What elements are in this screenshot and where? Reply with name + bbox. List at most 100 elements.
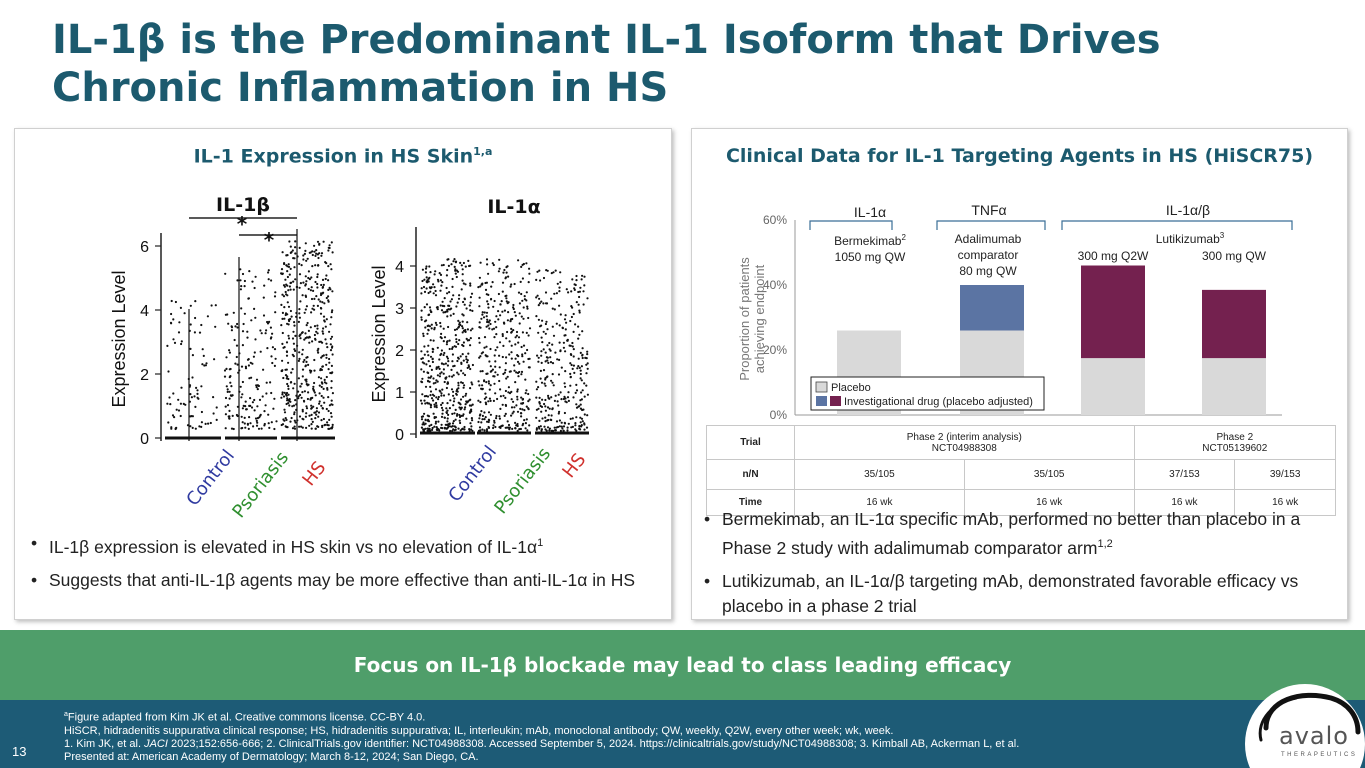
expression-dot bbox=[425, 280, 428, 283]
expression-dot bbox=[555, 292, 559, 295]
expression-dot bbox=[423, 345, 426, 348]
expression-dot bbox=[306, 397, 309, 401]
expression-dot bbox=[314, 394, 317, 397]
expression-dot bbox=[495, 414, 498, 418]
expression-dot bbox=[426, 379, 430, 382]
expression-dot bbox=[246, 336, 249, 339]
expression-dot bbox=[198, 425, 201, 428]
expression-dot bbox=[419, 399, 423, 402]
expression-dot bbox=[448, 339, 451, 342]
expression-dot bbox=[460, 369, 463, 372]
expression-dot bbox=[420, 350, 423, 353]
expression-dot bbox=[527, 407, 530, 410]
expression-dot bbox=[239, 288, 242, 291]
expression-dot bbox=[304, 295, 308, 298]
expression-dot bbox=[578, 295, 581, 299]
expression-dot bbox=[460, 406, 463, 409]
expression-dot bbox=[505, 266, 508, 269]
expression-dot bbox=[180, 386, 183, 389]
expression-dot bbox=[438, 367, 441, 370]
expression-dot bbox=[233, 338, 236, 342]
expression-dot bbox=[569, 376, 572, 379]
expression-dot bbox=[462, 372, 465, 375]
expression-dot bbox=[330, 380, 333, 383]
expression-dot bbox=[235, 355, 238, 359]
expression-dot bbox=[549, 356, 552, 359]
expression-dot bbox=[230, 329, 233, 332]
expression-dot bbox=[257, 427, 261, 430]
expression-dot bbox=[287, 263, 290, 266]
expression-dot bbox=[305, 280, 308, 283]
expression-dot bbox=[538, 402, 541, 405]
expression-dot bbox=[315, 252, 318, 255]
expression-dot bbox=[195, 386, 198, 389]
expression-dot bbox=[442, 363, 445, 366]
expression-dot bbox=[543, 402, 546, 406]
expression-dot bbox=[186, 424, 190, 427]
expression-dot bbox=[274, 291, 277, 294]
expression-dot bbox=[520, 370, 524, 373]
expression-dot bbox=[280, 303, 283, 306]
expression-dot bbox=[564, 370, 567, 373]
expression-dot bbox=[168, 396, 171, 399]
expression-dot bbox=[236, 322, 239, 326]
expression-dot bbox=[286, 313, 289, 316]
expression-dot bbox=[521, 353, 524, 356]
expression-dot bbox=[537, 407, 540, 410]
expression-dot bbox=[230, 394, 233, 397]
expression-dot bbox=[508, 353, 511, 356]
expression-dot bbox=[505, 297, 508, 300]
expression-dot bbox=[321, 292, 324, 295]
expression-dot bbox=[485, 429, 489, 433]
expression-dot bbox=[550, 379, 553, 382]
sig-mark-2: * bbox=[264, 228, 275, 252]
expression-dot bbox=[581, 420, 584, 423]
expression-dot bbox=[556, 282, 559, 285]
group-label-il1ab: IL-1α/β bbox=[1166, 202, 1210, 218]
expression-dot bbox=[527, 392, 530, 396]
expression-dot bbox=[453, 364, 456, 367]
expression-dot bbox=[525, 262, 528, 265]
expression-dot bbox=[420, 287, 423, 290]
expression-dot bbox=[328, 330, 331, 333]
expression-dot bbox=[514, 381, 517, 384]
expression-dot bbox=[270, 355, 273, 358]
expression-dot bbox=[457, 427, 460, 430]
expression-dot bbox=[521, 397, 525, 401]
expression-dot bbox=[449, 399, 452, 402]
expression-dot bbox=[173, 416, 176, 419]
expression-dot bbox=[536, 354, 539, 357]
expression-dot bbox=[430, 368, 433, 371]
expression-dot bbox=[298, 425, 301, 428]
expression-dot bbox=[319, 300, 322, 303]
expression-dot bbox=[173, 341, 177, 344]
expression-dot bbox=[540, 300, 543, 303]
expression-dot bbox=[554, 394, 557, 397]
expression-dot bbox=[461, 353, 464, 356]
expression-dot bbox=[429, 394, 432, 397]
il1a-group-control: Control bbox=[444, 442, 501, 506]
expression-dot bbox=[312, 389, 315, 392]
expression-dot bbox=[267, 269, 270, 272]
expression-dot bbox=[427, 415, 431, 418]
expression-dot bbox=[579, 372, 582, 376]
expression-dot bbox=[539, 369, 543, 372]
expression-dot bbox=[577, 365, 580, 368]
expression-dot bbox=[540, 350, 543, 353]
expression-dot bbox=[318, 392, 321, 395]
expression-dot bbox=[285, 391, 289, 395]
legend-swatch-placebo bbox=[815, 381, 828, 393]
expression-dot bbox=[445, 340, 449, 344]
expression-dot bbox=[308, 424, 311, 427]
expression-dot bbox=[240, 396, 243, 399]
expression-dot bbox=[586, 350, 589, 353]
expression-dot bbox=[254, 338, 257, 341]
expression-dot bbox=[241, 330, 245, 333]
expression-dot bbox=[327, 279, 330, 282]
expression-dot bbox=[575, 403, 578, 406]
expression-dot bbox=[454, 426, 457, 429]
expression-dot bbox=[446, 409, 449, 412]
left-bullet-2: Suggests that anti-IL-1β agents may be m… bbox=[29, 568, 669, 593]
expression-dot bbox=[524, 352, 527, 355]
bar-investigational bbox=[960, 285, 1024, 331]
